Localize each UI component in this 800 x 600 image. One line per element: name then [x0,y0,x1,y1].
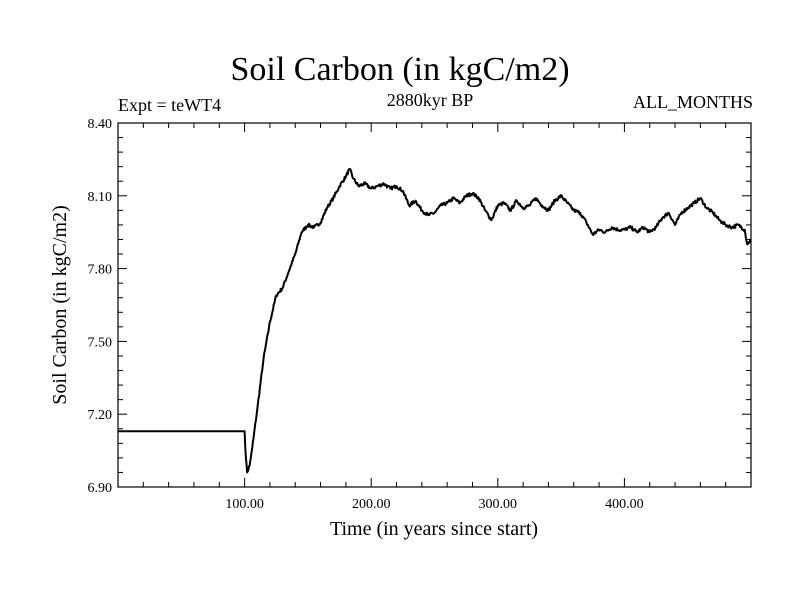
chart-title: Soil Carbon (in kgC/m2) [230,51,570,88]
x-tick-label: 200.00 [352,497,391,512]
x-tick-label: 400.00 [605,497,644,512]
y-tick-label: 7.50 [88,335,113,350]
y-axis-title: Soil Carbon (in kgC/m2) [49,205,71,404]
x-axis-title: Time (in years since start) [330,518,538,540]
axis-ticks [118,123,751,487]
months-label: ALL_MONTHS [633,92,753,112]
axis-tick-labels: 100.00 200.00 300.00 400.00 6.90 7.20 7.50 7.80… [88,117,644,512]
plot-frame [117,122,752,488]
soil-carbon-line [118,168,752,474]
y-tick-label: 8.40 [88,117,113,132]
y-tick-label: 7.20 [88,408,113,423]
y-tick-label: 7.80 [88,263,113,278]
x-tick-label: 300.00 [479,497,518,512]
x-tick-label: 100.00 [225,497,264,512]
experiment-label: Expt = teWT4 [118,95,222,115]
y-tick-label: 6.90 [88,481,113,496]
period-label: 2880kyr BP [386,90,474,110]
y-tick-label: 8.10 [88,190,113,205]
